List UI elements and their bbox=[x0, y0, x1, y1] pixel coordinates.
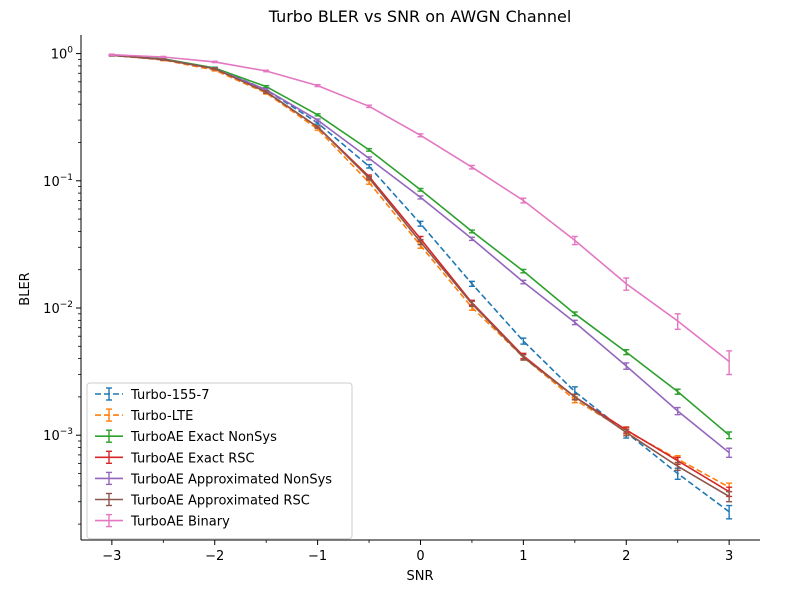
y-tick-base: 10 bbox=[51, 48, 68, 63]
x-axis-label: SNR bbox=[406, 569, 433, 584]
x-tick-label: 0 bbox=[416, 549, 424, 564]
x-axis: −3 −2 −1 0 1 2 3 bbox=[81, 539, 760, 564]
y-tick-label: 10−2 bbox=[43, 300, 73, 317]
x-tick-label: −1 bbox=[308, 549, 327, 564]
legend-item: Turbo-LTE bbox=[95, 408, 193, 424]
legend-label: TurboAE Exact NonSys bbox=[130, 430, 277, 445]
x-tick-label: −2 bbox=[205, 549, 224, 564]
legend-label: TurboAE Exact RSC bbox=[130, 451, 255, 466]
legend-item: TurboAE Exact NonSys bbox=[95, 429, 277, 445]
x-tick-label: 1 bbox=[519, 549, 527, 564]
x-tick-label: −3 bbox=[102, 549, 121, 564]
legend-label: TurboAE Approximated RSC bbox=[130, 494, 310, 509]
legend-label: Turbo-155-7 bbox=[130, 388, 209, 403]
y-tick-label: 100 bbox=[51, 46, 74, 63]
legend-label: TurboAE Approximated NonSys bbox=[130, 472, 332, 487]
y-axis-label: BLER bbox=[18, 272, 33, 305]
legend-item: TurboAE Approximated RSC bbox=[95, 492, 310, 509]
x-tick-label: 3 bbox=[725, 549, 733, 564]
y-tick-base: 10 bbox=[43, 175, 60, 190]
legend-item: Turbo-155-7 bbox=[95, 387, 209, 403]
legend-label: Turbo-LTE bbox=[130, 409, 193, 424]
series-turboae-binary bbox=[108, 53, 733, 376]
y-tick-base: 10 bbox=[43, 429, 60, 444]
series-line bbox=[111, 53, 730, 363]
legend: Turbo-155-7 Turbo-LTE TurboAE Exact NonSys… bbox=[86, 382, 353, 540]
legend-label: TurboAE Binary bbox=[130, 515, 230, 530]
legend-item: TurboAE Exact RSC bbox=[95, 450, 255, 466]
legend-item: TurboAE Approximated NonSys bbox=[95, 471, 332, 487]
plot-area bbox=[108, 53, 733, 520]
y-tick-label: 10−3 bbox=[43, 427, 73, 444]
legend-box bbox=[86, 382, 353, 540]
y-tick-base: 10 bbox=[43, 302, 60, 317]
y-tick-exponent: −1 bbox=[60, 173, 73, 183]
x-tick-label: 2 bbox=[622, 549, 630, 564]
y-tick-exponent: −2 bbox=[60, 300, 73, 310]
y-tick-exponent: 0 bbox=[67, 46, 73, 56]
chart-title: Turbo BLER vs SNR on AWGN Channel bbox=[268, 7, 572, 26]
legend-item: TurboAE Binary bbox=[95, 513, 230, 530]
y-tick-exponent: −3 bbox=[60, 427, 73, 437]
y-tick-label: 10−1 bbox=[43, 173, 73, 190]
